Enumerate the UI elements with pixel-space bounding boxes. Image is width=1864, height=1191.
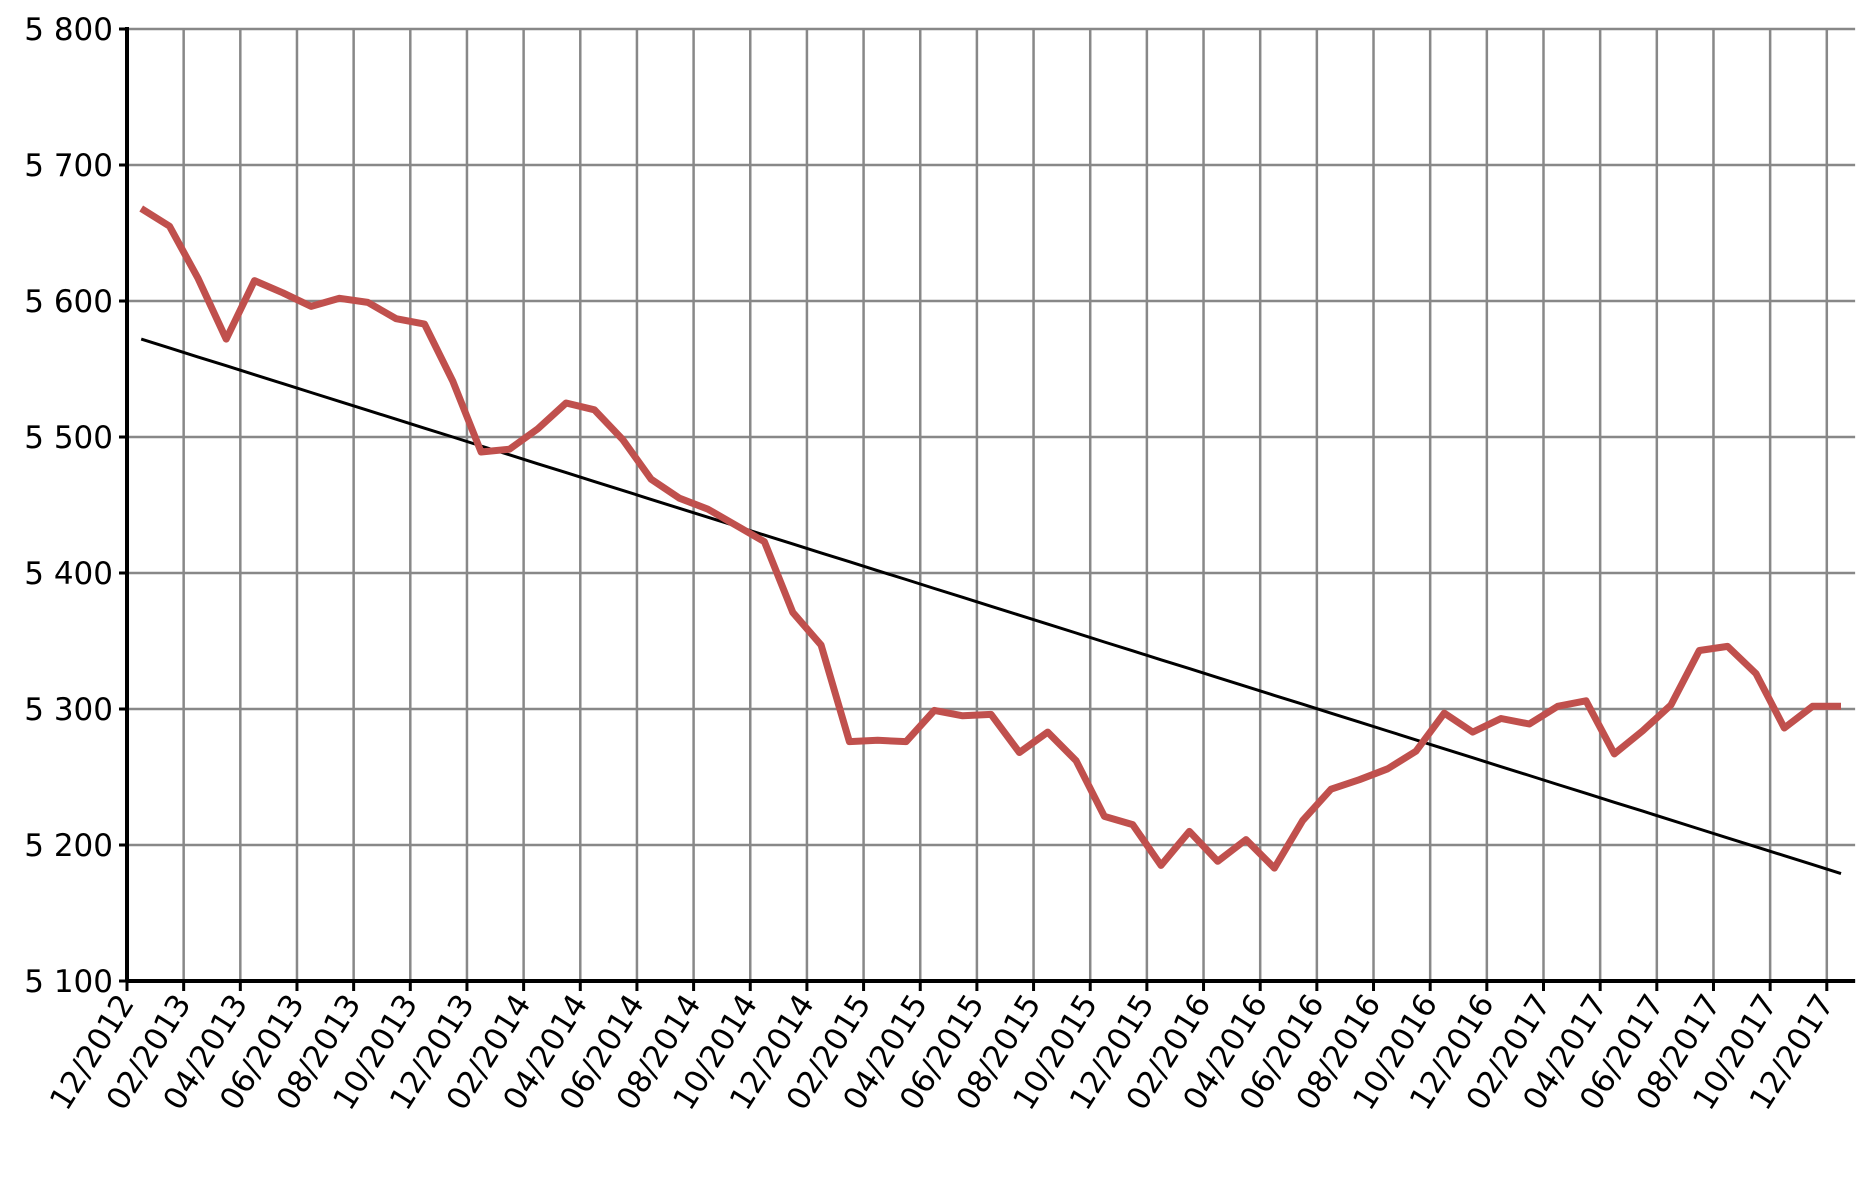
y-tick-label: 5 800 [24, 12, 113, 48]
trend-line [140, 337, 1842, 876]
y-tick-label: 5 600 [24, 284, 113, 320]
data-line [139, 205, 1841, 872]
y-tick-label: 5 500 [24, 420, 113, 456]
y-tick-label: 5 400 [24, 556, 113, 592]
y-tick-label: 5 200 [24, 828, 113, 864]
y-tick-label: 5 100 [24, 964, 113, 1000]
y-tick-label: 5 700 [24, 148, 113, 184]
y-tick-label: 5 300 [24, 692, 113, 728]
